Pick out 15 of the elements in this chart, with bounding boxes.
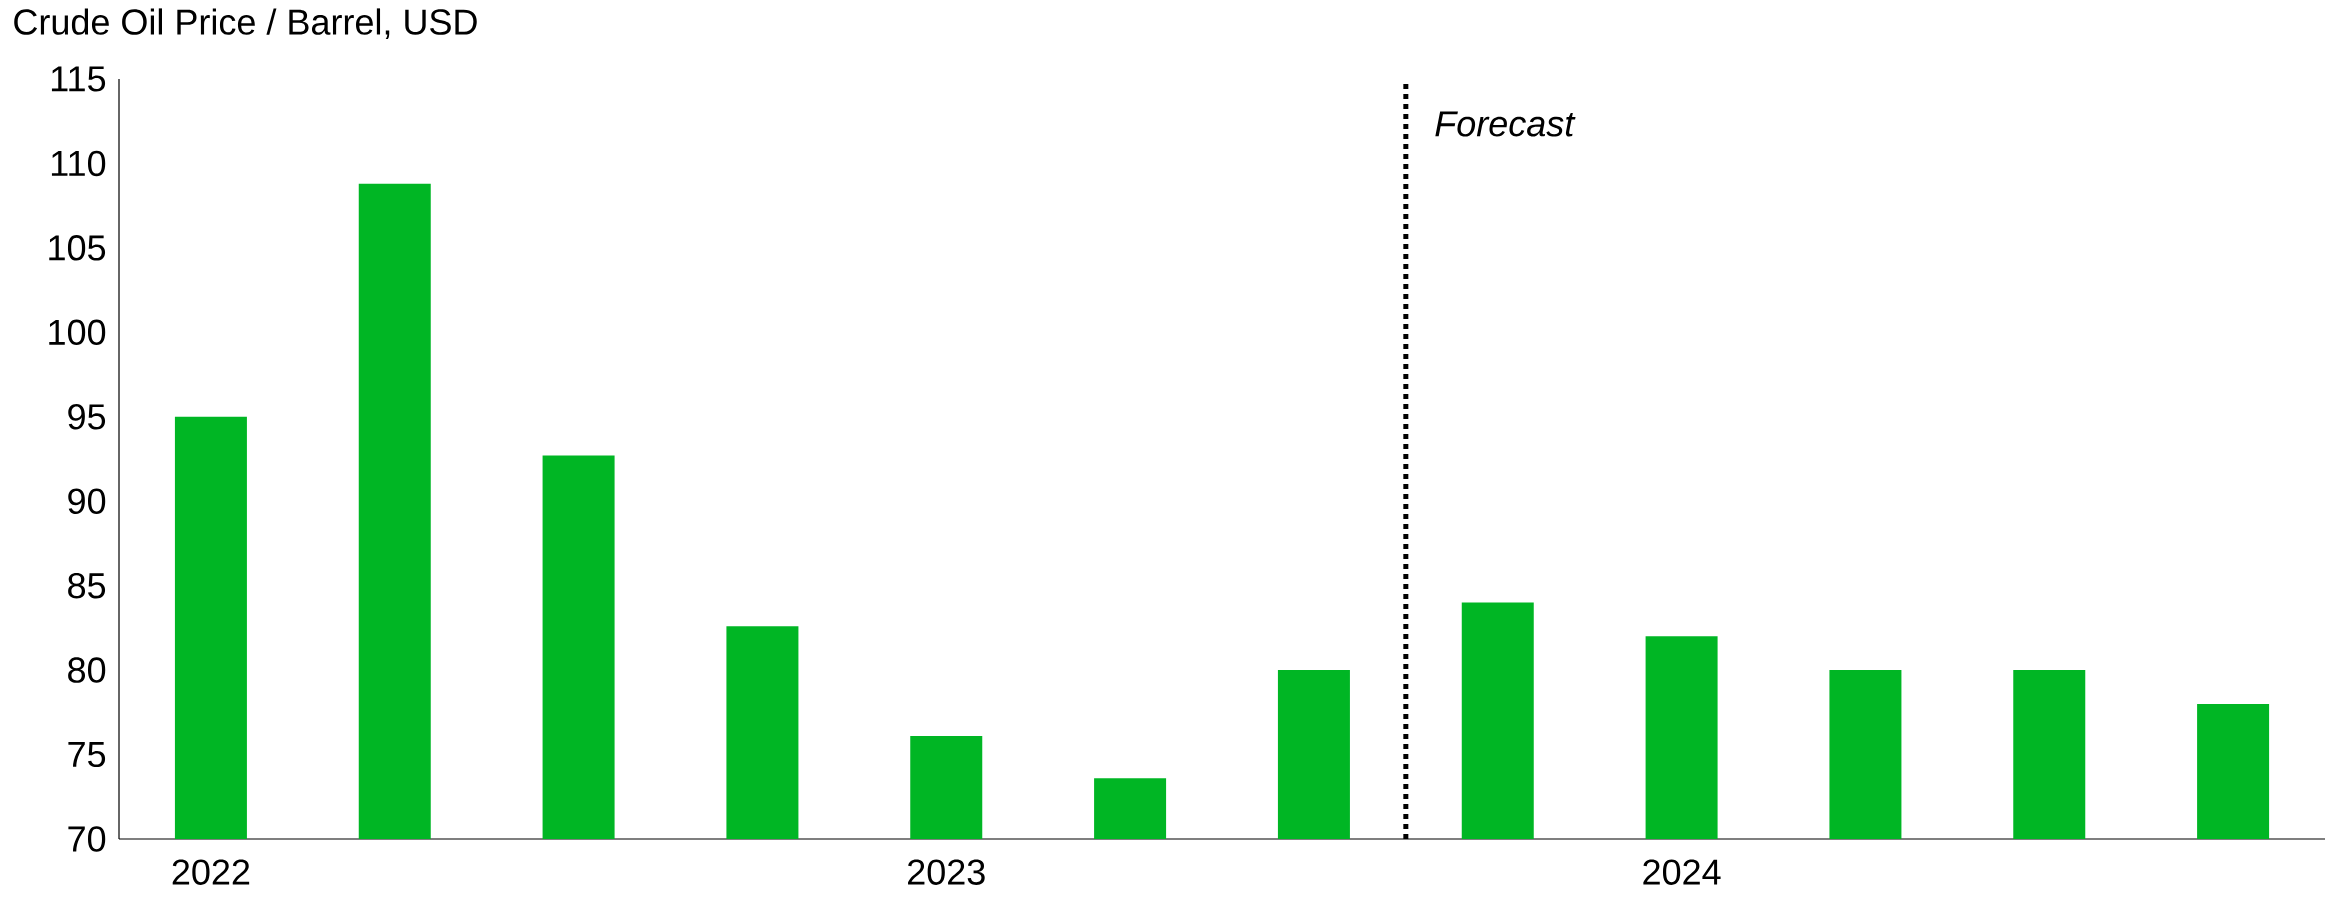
y-tick-label: 100 (49, 319, 106, 346)
y-tick-label: 75 (68, 741, 106, 768)
y-tick-label: 85 (68, 572, 106, 599)
y-axis-title: Crude Oil Price / Barrel, USD (14, 8, 477, 40)
annotation: Forecast (1435, 111, 1576, 137)
y-tick-label: 80 (68, 657, 106, 683)
y-tick-label: 115 (51, 66, 106, 92)
y-tick-label: 95 (68, 404, 106, 430)
x-tick-label: 2023 (908, 859, 985, 885)
x-tick-label: 2024 (1643, 859, 1721, 885)
y-tick-label: 105 (49, 235, 106, 261)
y-tick-label: 70 (68, 826, 106, 852)
y-tick-label: 110 (51, 150, 106, 177)
y-tick-label: 90 (68, 488, 106, 514)
x-tick-label: 2022 (172, 859, 250, 885)
